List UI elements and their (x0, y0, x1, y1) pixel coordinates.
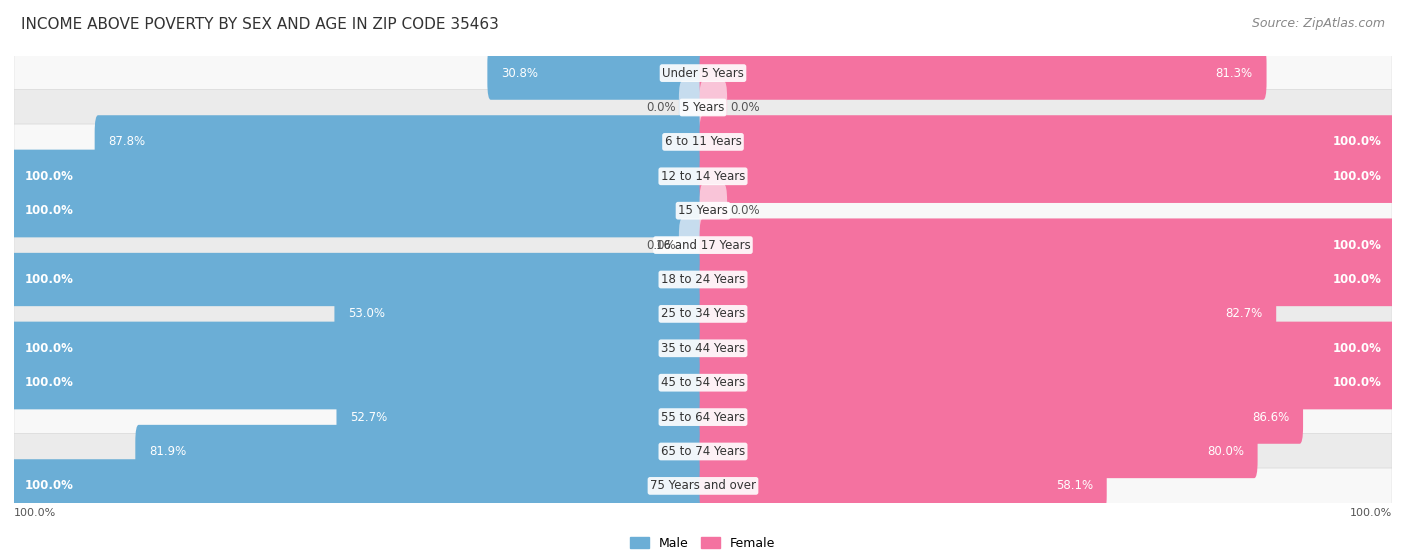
Text: 86.6%: 86.6% (1251, 411, 1289, 424)
FancyBboxPatch shape (700, 390, 1303, 444)
FancyBboxPatch shape (14, 55, 1392, 91)
FancyBboxPatch shape (11, 150, 706, 203)
FancyBboxPatch shape (14, 434, 1392, 470)
FancyBboxPatch shape (700, 184, 727, 238)
Text: 0.0%: 0.0% (731, 101, 761, 114)
Text: 100.0%: 100.0% (1333, 239, 1382, 252)
Text: 100.0%: 100.0% (1333, 135, 1382, 148)
FancyBboxPatch shape (14, 262, 1392, 297)
FancyBboxPatch shape (335, 287, 706, 340)
FancyBboxPatch shape (700, 115, 1395, 169)
FancyBboxPatch shape (700, 287, 1277, 340)
FancyBboxPatch shape (14, 365, 1392, 401)
Text: 30.8%: 30.8% (501, 67, 538, 79)
Text: 25 to 34 Years: 25 to 34 Years (661, 307, 745, 320)
FancyBboxPatch shape (488, 46, 706, 100)
Text: 16 and 17 Years: 16 and 17 Years (655, 239, 751, 252)
FancyBboxPatch shape (14, 399, 1392, 435)
FancyBboxPatch shape (679, 219, 706, 272)
FancyBboxPatch shape (11, 253, 706, 306)
Legend: Male, Female: Male, Female (626, 532, 780, 555)
Text: 6 to 11 Years: 6 to 11 Years (665, 135, 741, 148)
FancyBboxPatch shape (14, 158, 1392, 194)
Text: 100.0%: 100.0% (24, 480, 73, 492)
Text: 100.0%: 100.0% (24, 342, 73, 355)
Text: 100.0%: 100.0% (24, 204, 73, 217)
Text: 100.0%: 100.0% (24, 376, 73, 389)
Text: 45 to 54 Years: 45 to 54 Years (661, 376, 745, 389)
Text: 15 Years: 15 Years (678, 204, 728, 217)
FancyBboxPatch shape (700, 356, 1395, 409)
FancyBboxPatch shape (700, 81, 727, 134)
FancyBboxPatch shape (14, 468, 1392, 504)
FancyBboxPatch shape (700, 425, 1257, 478)
Text: 52.7%: 52.7% (350, 411, 388, 424)
FancyBboxPatch shape (135, 425, 706, 478)
Text: 53.0%: 53.0% (349, 307, 385, 320)
FancyBboxPatch shape (14, 89, 1392, 125)
FancyBboxPatch shape (11, 184, 706, 238)
Text: 82.7%: 82.7% (1225, 307, 1263, 320)
Text: INCOME ABOVE POVERTY BY SEX AND AGE IN ZIP CODE 35463: INCOME ABOVE POVERTY BY SEX AND AGE IN Z… (21, 17, 499, 32)
FancyBboxPatch shape (14, 124, 1392, 160)
Text: 65 to 74 Years: 65 to 74 Years (661, 445, 745, 458)
FancyBboxPatch shape (700, 321, 1395, 375)
Text: 5 Years: 5 Years (682, 101, 724, 114)
Text: 81.9%: 81.9% (149, 445, 187, 458)
FancyBboxPatch shape (11, 356, 706, 409)
FancyBboxPatch shape (700, 219, 1395, 272)
FancyBboxPatch shape (14, 330, 1392, 366)
FancyBboxPatch shape (700, 253, 1395, 306)
Text: 35 to 44 Years: 35 to 44 Years (661, 342, 745, 355)
Text: 100.0%: 100.0% (1333, 376, 1382, 389)
Text: 100.0%: 100.0% (1333, 170, 1382, 183)
Text: 87.8%: 87.8% (108, 135, 146, 148)
Text: 100.0%: 100.0% (14, 508, 56, 518)
Text: 75 Years and over: 75 Years and over (650, 480, 756, 492)
FancyBboxPatch shape (11, 321, 706, 375)
Text: 18 to 24 Years: 18 to 24 Years (661, 273, 745, 286)
FancyBboxPatch shape (11, 459, 706, 513)
FancyBboxPatch shape (14, 227, 1392, 263)
FancyBboxPatch shape (336, 390, 706, 444)
Text: 12 to 14 Years: 12 to 14 Years (661, 170, 745, 183)
FancyBboxPatch shape (14, 296, 1392, 332)
FancyBboxPatch shape (94, 115, 706, 169)
Text: Source: ZipAtlas.com: Source: ZipAtlas.com (1251, 17, 1385, 30)
Text: 100.0%: 100.0% (1350, 508, 1392, 518)
Text: 55 to 64 Years: 55 to 64 Years (661, 411, 745, 424)
FancyBboxPatch shape (700, 46, 1267, 100)
Text: 100.0%: 100.0% (1333, 342, 1382, 355)
Text: 0.0%: 0.0% (645, 101, 675, 114)
Text: 100.0%: 100.0% (24, 170, 73, 183)
Text: 100.0%: 100.0% (1333, 273, 1382, 286)
Text: 81.3%: 81.3% (1216, 67, 1253, 79)
Text: Under 5 Years: Under 5 Years (662, 67, 744, 79)
FancyBboxPatch shape (700, 459, 1107, 513)
Text: 0.0%: 0.0% (731, 204, 761, 217)
FancyBboxPatch shape (679, 81, 706, 134)
Text: 0.0%: 0.0% (645, 239, 675, 252)
Text: 80.0%: 80.0% (1206, 445, 1244, 458)
Text: 58.1%: 58.1% (1056, 480, 1092, 492)
FancyBboxPatch shape (700, 150, 1395, 203)
FancyBboxPatch shape (14, 193, 1392, 229)
Text: 100.0%: 100.0% (24, 273, 73, 286)
